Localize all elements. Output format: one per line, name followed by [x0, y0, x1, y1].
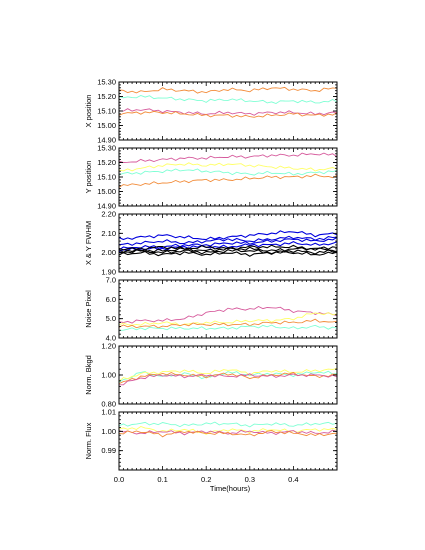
series-line	[118, 110, 338, 118]
y-tick-label: 15.10	[97, 107, 116, 116]
y-tick-label: 15.20	[97, 158, 116, 167]
y-axis-label: Noise Pixel	[84, 290, 93, 328]
y-tick-label: 0.80	[101, 400, 116, 409]
y-axis-label: Norm. Flux	[84, 422, 93, 459]
panel-5: 0.80 1.00 1.20 Norm. Bkgd	[84, 342, 338, 409]
y-tick-label: 15.00	[97, 121, 116, 130]
y-tick-label: 7.0	[106, 276, 116, 285]
series-line	[118, 173, 338, 188]
series-line	[118, 430, 338, 438]
y-tick-label: 2.20	[101, 210, 116, 219]
y-tick-label: 0.99	[101, 446, 116, 455]
y-tick-label: 1.90	[101, 268, 116, 277]
series-line	[118, 86, 338, 94]
panel-1: 14.90 15.00 15.10 15.20 15.30 X position	[84, 78, 338, 145]
y-tick-label: 14.90	[97, 136, 116, 145]
series-line	[118, 367, 338, 382]
y-tick-label: 15.30	[97, 78, 116, 87]
series-line	[118, 168, 338, 176]
panel-frame	[118, 411, 338, 471]
x-axis-label: Time(hours)	[210, 484, 251, 493]
series-line	[118, 95, 338, 104]
x-tick-label: 0.4	[288, 475, 298, 484]
y-axis-label: X & Y FWHM	[84, 221, 93, 265]
y-tick-label: 6.0	[106, 295, 116, 304]
y-tick-label: 4.0	[106, 334, 116, 343]
series-line	[118, 318, 338, 329]
y-tick-label: 1.00	[101, 427, 116, 436]
series-line	[118, 250, 338, 257]
series-line	[118, 425, 338, 435]
series-line	[119, 373, 338, 386]
series-line	[118, 312, 338, 327]
x-tick-label: 0.1	[157, 475, 167, 484]
y-tick-label: 2.00	[101, 248, 116, 257]
series-line	[118, 370, 338, 383]
x-tick-label: 0.0	[114, 475, 124, 484]
y-axis-label: Norm. Bkgd	[84, 355, 93, 395]
x-tick-label: 0.3	[245, 475, 255, 484]
y-tick-label: 15.30	[97, 144, 116, 153]
x-tick-label: 0.2	[201, 475, 211, 484]
panel-2: 14.90 15.00 15.10 15.20 15.30 Y position	[84, 144, 338, 211]
y-tick-label: 2.10	[101, 229, 116, 238]
series-line	[118, 421, 338, 428]
y-tick-label: 5.0	[106, 314, 116, 323]
series-line	[118, 246, 338, 253]
y-tick-label: 1.01	[101, 408, 116, 417]
series-line	[118, 152, 338, 163]
y-tick-label: 1.00	[101, 371, 116, 380]
series-line	[118, 235, 338, 246]
series-line	[118, 371, 338, 385]
panel-6: 0.99 1.00 1.01 Norm. Flux	[84, 408, 338, 471]
panel-4: 4.0 5.0 6.0 7.0 Noise Pixel	[84, 276, 338, 343]
series-line	[118, 248, 338, 255]
series-line	[118, 162, 338, 172]
series-line	[118, 305, 338, 324]
y-axis-label: X position	[84, 95, 93, 128]
series-line	[118, 429, 338, 436]
series-line	[118, 230, 338, 241]
y-tick-label: 15.10	[97, 173, 116, 182]
panel-3: 1.90 2.00 2.10 2.20 X & Y FWHM	[84, 210, 338, 277]
y-tick-label: 14.90	[97, 202, 116, 211]
y-tick-label: 15.00	[97, 187, 116, 196]
series-line	[118, 108, 338, 116]
y-tick-label: 1.20	[101, 342, 116, 351]
series-line	[118, 244, 338, 251]
y-axis-label: Y position	[84, 161, 93, 194]
series-line	[118, 237, 338, 251]
series-line	[118, 324, 338, 331]
y-tick-label: 15.20	[97, 92, 116, 101]
